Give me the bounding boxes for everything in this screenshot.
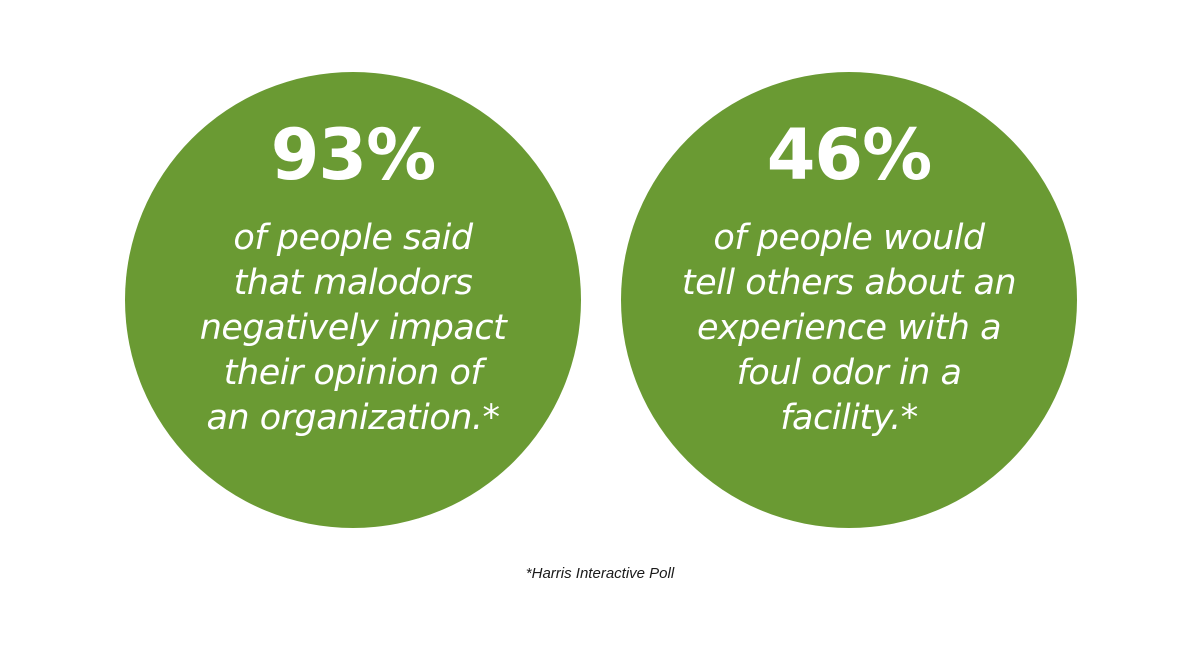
stat-description-line: their opinion of [223, 353, 483, 393]
stat-description: of people would tell others about an exp… [621, 216, 1077, 441]
stat-percent: 93% [270, 114, 437, 196]
footnote: *Harris Interactive Poll [525, 565, 675, 582]
stat-description-line: facility.* [780, 398, 918, 438]
stat-description-line: foul odor in a [736, 353, 962, 393]
stat-description-line: that malodors [233, 263, 473, 303]
stat-description-line: negatively impact [199, 308, 507, 348]
stat-circle-46: 46% of people would tell others about an… [621, 72, 1077, 528]
stat-description-line: of people said [233, 218, 473, 258]
stat-description: of people said that malodors negatively … [125, 216, 581, 441]
stat-circle-93: 93% of people said that malodors negativ… [125, 72, 581, 528]
stat-description-line: tell others about an [681, 263, 1017, 303]
stat-percent: 46% [766, 114, 933, 196]
stat-description-line: of people would [713, 218, 985, 258]
stat-description-line: experience with a [696, 308, 1002, 348]
stat-description-line: an organization.* [206, 398, 500, 438]
